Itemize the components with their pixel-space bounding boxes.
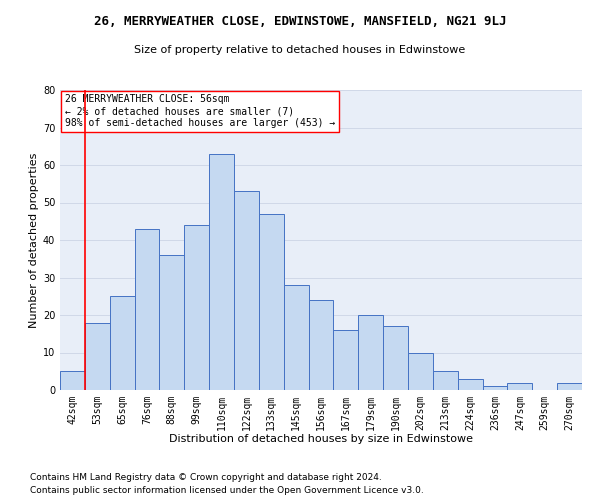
Bar	[482, 386, 508, 390]
Text: Contains HM Land Registry data © Crown copyright and database right 2024.: Contains HM Land Registry data © Crown c…	[30, 474, 382, 482]
Bar	[209, 154, 234, 390]
Bar	[557, 382, 582, 390]
Bar	[408, 352, 433, 390]
Bar	[60, 371, 85, 390]
Text: 26, MERRYWEATHER CLOSE, EDWINSTOWE, MANSFIELD, NG21 9LJ: 26, MERRYWEATHER CLOSE, EDWINSTOWE, MANS…	[94, 15, 506, 28]
Bar	[234, 191, 259, 390]
Bar	[433, 371, 458, 390]
Text: Contains public sector information licensed under the Open Government Licence v3: Contains public sector information licen…	[30, 486, 424, 495]
Bar	[508, 382, 532, 390]
Bar	[85, 322, 110, 390]
Bar	[334, 330, 358, 390]
Y-axis label: Number of detached properties: Number of detached properties	[29, 152, 38, 328]
Bar	[284, 285, 308, 390]
Bar	[134, 229, 160, 390]
X-axis label: Distribution of detached houses by size in Edwinstowe: Distribution of detached houses by size …	[169, 434, 473, 444]
Bar	[110, 296, 134, 390]
Bar	[458, 379, 482, 390]
Bar	[383, 326, 408, 390]
Text: Size of property relative to detached houses in Edwinstowe: Size of property relative to detached ho…	[134, 45, 466, 55]
Bar	[160, 255, 184, 390]
Bar	[308, 300, 334, 390]
Bar	[184, 225, 209, 390]
Bar	[259, 214, 284, 390]
Bar	[358, 315, 383, 390]
Text: 26 MERRYWEATHER CLOSE: 56sqm
← 2% of detached houses are smaller (7)
98% of semi: 26 MERRYWEATHER CLOSE: 56sqm ← 2% of det…	[65, 94, 335, 128]
